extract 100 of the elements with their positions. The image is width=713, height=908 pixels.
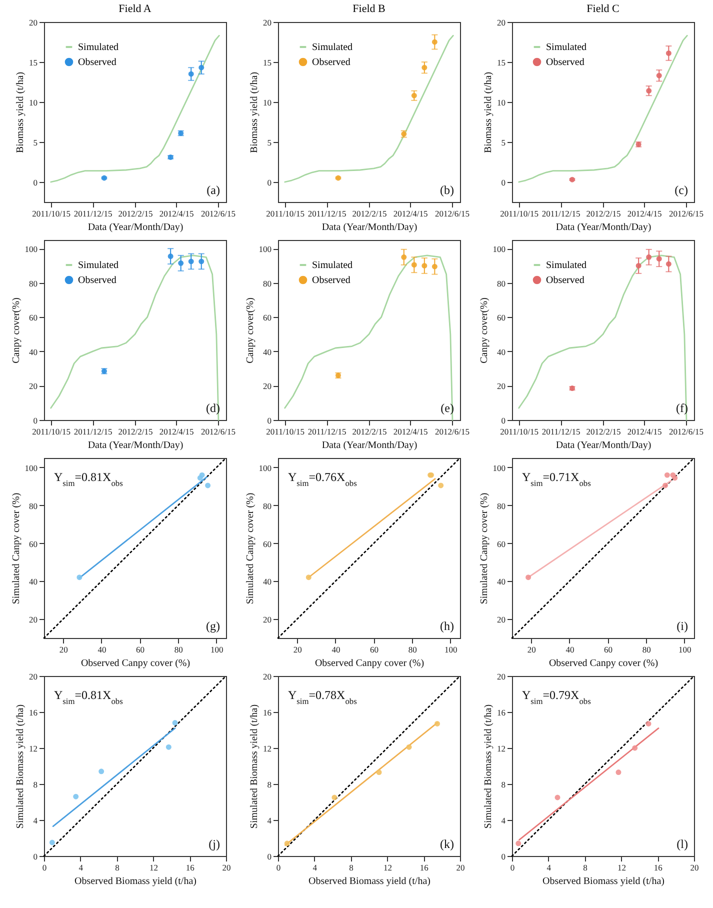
y-axis-title: Canpy cover(%) [10, 298, 22, 364]
y-tick-label: 12 [29, 744, 38, 754]
x-axis-title: Data (Year/Month/Day) [88, 222, 184, 233]
x-axis-title: Data (Year/Month/Day) [556, 222, 652, 233]
x-tick-label: 2012/4/15 [393, 208, 428, 218]
x-axis-title: Data (Year/Month/Day) [322, 222, 418, 233]
x-tick-label: 8 [115, 862, 120, 872]
y-tick-label: 5 [33, 138, 38, 148]
y-axis-title: Simulated Canpy cover (%) [478, 492, 490, 604]
y-tick-label: 4 [501, 816, 506, 826]
y-tick-label: 80 [29, 278, 38, 288]
legend-label: Observed [78, 57, 116, 68]
x-axis-title: Observed Canpy cover (%) [80, 658, 190, 669]
chart-title: Field A [118, 3, 152, 15]
x-tick-label: 2012/2/15 [586, 208, 621, 218]
x-tick-label: 16 [186, 862, 194, 872]
y-tick-label: 20 [29, 18, 38, 28]
x-tick-label: 2012/2/15 [586, 426, 621, 436]
x-tick-label: 2012/2/15 [118, 426, 153, 436]
y-tick-label: 15 [263, 58, 272, 68]
annotation: Y$_{sim}$=0.81X$_{obs}$ [54, 688, 123, 706]
chart-title: Field C [586, 3, 620, 15]
y-tick-label: 80 [263, 500, 272, 511]
x-tick-label: 2011/10/15 [32, 208, 71, 218]
annotation: (h) [440, 619, 454, 633]
x-tick-label: 2011/10/15 [500, 208, 539, 218]
x-tick-label: 2011/12/15 [542, 426, 580, 436]
y-tick-label: 40 [263, 576, 272, 587]
annotation: (g) [206, 619, 220, 633]
legend-label: Observed [312, 57, 350, 68]
y-tick-label: 8 [501, 780, 506, 790]
x-tick-label: 2012/6/15 [669, 426, 704, 436]
x-tick-label: 2012/4/15 [627, 426, 662, 436]
y-tick-label: 5 [501, 138, 506, 148]
y-tick-label: 0 [501, 178, 506, 188]
y-tick-label: 10 [263, 98, 272, 108]
y-tick-label: 100 [258, 244, 272, 254]
annotation: (e) [440, 401, 454, 415]
annotation: (c) [674, 183, 688, 197]
annotation: (j) [208, 837, 220, 851]
x-tick-label: 0 [510, 862, 515, 872]
y-tick-label: 40 [497, 346, 506, 357]
y-tick-label: 60 [497, 312, 506, 323]
y-tick-label: 0 [33, 178, 38, 188]
x-tick-label: 100 [444, 644, 458, 654]
x-tick-label: 12 [617, 862, 626, 872]
x-axis-title: Data (Year/Month/Day) [556, 440, 652, 451]
y-tick-label: 8 [33, 780, 38, 790]
x-axis-title: Data (Year/Month/Day) [322, 440, 418, 451]
x-axis-title: Observed Biomass yield (t/ha) [542, 876, 664, 887]
annotation: (i) [676, 619, 688, 633]
y-tick-label: 10 [497, 98, 506, 108]
x-tick-label: 40 [98, 644, 106, 654]
x-tick-label: 4 [78, 862, 84, 872]
y-tick-label: 15 [29, 58, 38, 68]
y-axis-title: Biomass yield (t/ha) [483, 72, 494, 154]
x-tick-label: 20 [456, 862, 465, 872]
x-axis-title: Observed Canpy cover (%) [314, 658, 424, 669]
x-tick-label: 12 [149, 862, 158, 872]
y-tick-label: 16 [29, 708, 38, 718]
y-tick-label: 100 [492, 244, 506, 254]
x-tick-label: 2012/2/15 [352, 426, 387, 436]
x-tick-label: 80 [174, 644, 183, 654]
x-axis-title: Observed Biomass yield (t/ha) [308, 876, 430, 887]
x-tick-label: 100 [678, 644, 692, 654]
y-tick-label: 12 [263, 744, 272, 754]
y-axis-title: Canpy cover(%) [478, 298, 490, 364]
x-tick-label: 2011/12/15 [74, 208, 112, 218]
y-tick-label: 20 [263, 381, 272, 392]
y-tick-label: 16 [263, 708, 272, 718]
y-tick-label: 40 [29, 346, 38, 357]
x-tick-label: 2012/4/15 [159, 208, 194, 218]
y-tick-label: 60 [497, 538, 506, 549]
x-tick-label: 4 [546, 862, 552, 872]
legend-label: Observed [78, 275, 116, 286]
y-tick-label: 100 [24, 462, 38, 473]
y-tick-label: 0 [33, 416, 38, 426]
y-tick-label: 0 [267, 416, 272, 426]
y-axis-title: Simulated Biomass yield (t/ha) [483, 704, 494, 829]
x-tick-label: 60 [136, 644, 145, 654]
chart-title: Field B [352, 3, 386, 15]
y-tick-label: 20 [29, 672, 38, 682]
x-tick-label: 2011/12/15 [308, 426, 346, 436]
x-tick-label: 4 [312, 862, 318, 872]
x-tick-label: 12 [383, 862, 392, 872]
legend-label: Simulated [78, 42, 119, 53]
y-tick-label: 20 [29, 614, 38, 625]
y-tick-label: 80 [263, 278, 272, 288]
legend-label: Simulated [546, 260, 587, 271]
x-tick-label: 2012/4/15 [393, 426, 428, 436]
x-tick-label: 2011/12/15 [542, 208, 580, 218]
x-tick-label: 8 [583, 862, 588, 872]
x-axis-title: Observed Biomass yield (t/ha) [74, 876, 196, 887]
x-tick-label: 2012/4/15 [159, 426, 194, 436]
y-tick-label: 60 [29, 312, 38, 323]
x-tick-label: 20 [690, 862, 699, 872]
x-tick-label: 2012/6/15 [201, 208, 236, 218]
x-tick-label: 40 [566, 644, 574, 654]
y-tick-label: 60 [29, 538, 38, 549]
y-tick-label: 20 [263, 672, 272, 682]
